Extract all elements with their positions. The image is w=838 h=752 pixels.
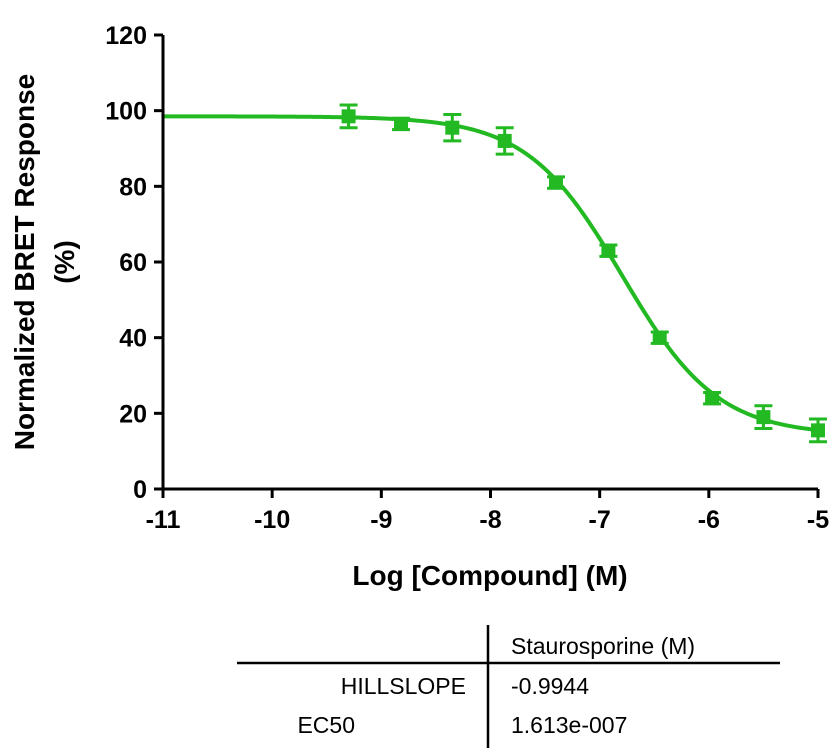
data-point-group xyxy=(495,126,514,156)
x-tick-label: -7 xyxy=(589,506,611,534)
y-axis-title-line1: Normalized BRET Response xyxy=(9,74,40,451)
x-tick-label: -11 xyxy=(146,506,181,534)
data-point xyxy=(811,423,825,438)
x-tick-label: -6 xyxy=(698,506,720,534)
y-tick-label: 40 xyxy=(119,325,147,353)
data-point-group xyxy=(443,112,462,143)
data-point xyxy=(549,175,563,190)
table-column-header: Staurosporine (M) xyxy=(511,633,695,659)
data-point xyxy=(393,116,408,131)
table-row-value-hillslope: -0.9944 xyxy=(511,673,589,699)
y-axis-title-line2: (%) xyxy=(49,240,80,284)
y-tick-label: 60 xyxy=(119,249,147,277)
x-axis-title: Log [Compound] (M) xyxy=(352,560,627,591)
data-point xyxy=(445,120,460,135)
data-point xyxy=(341,109,356,124)
axes xyxy=(161,35,818,491)
data-point xyxy=(705,391,720,406)
y-tick-label: 0 xyxy=(133,476,147,504)
data-point-group xyxy=(391,116,410,132)
table-row-value-ec50: 1.613e-007 xyxy=(511,712,627,738)
y-tick-label: 20 xyxy=(119,400,147,428)
data-point xyxy=(756,410,771,425)
x-tick-label: -9 xyxy=(370,506,392,534)
data-point xyxy=(601,243,616,258)
x-tick-label: -10 xyxy=(254,506,290,534)
y-tick-label: 80 xyxy=(119,173,147,201)
y-tick-label: 100 xyxy=(105,98,147,126)
y-tick-label: 120 xyxy=(105,22,147,50)
x-tick-label: -5 xyxy=(807,506,829,534)
x-tick-label: -8 xyxy=(479,506,501,534)
data-point xyxy=(497,133,512,148)
results-table: Staurosporine (M) HILLSLOPE -0.9944 EC50… xyxy=(237,625,780,748)
data-point-group xyxy=(809,417,827,444)
axis-ticks: -11 -10 -9 -8 -7 -6 -5 0 20 40 60 80 100 120 xyxy=(105,22,829,534)
plot-area xyxy=(163,103,827,444)
table-row-label-ec50: EC50 xyxy=(297,712,355,738)
table-row-label-hillslope: HILLSLOPE xyxy=(341,673,466,699)
data-point-group xyxy=(339,103,358,130)
data-point xyxy=(652,330,667,345)
data-point-group xyxy=(547,175,565,190)
data-point-group xyxy=(650,330,669,345)
data-point-group xyxy=(754,404,773,430)
fit-curve xyxy=(163,114,819,433)
data-point-group xyxy=(599,243,618,258)
data-point-group xyxy=(703,391,722,406)
